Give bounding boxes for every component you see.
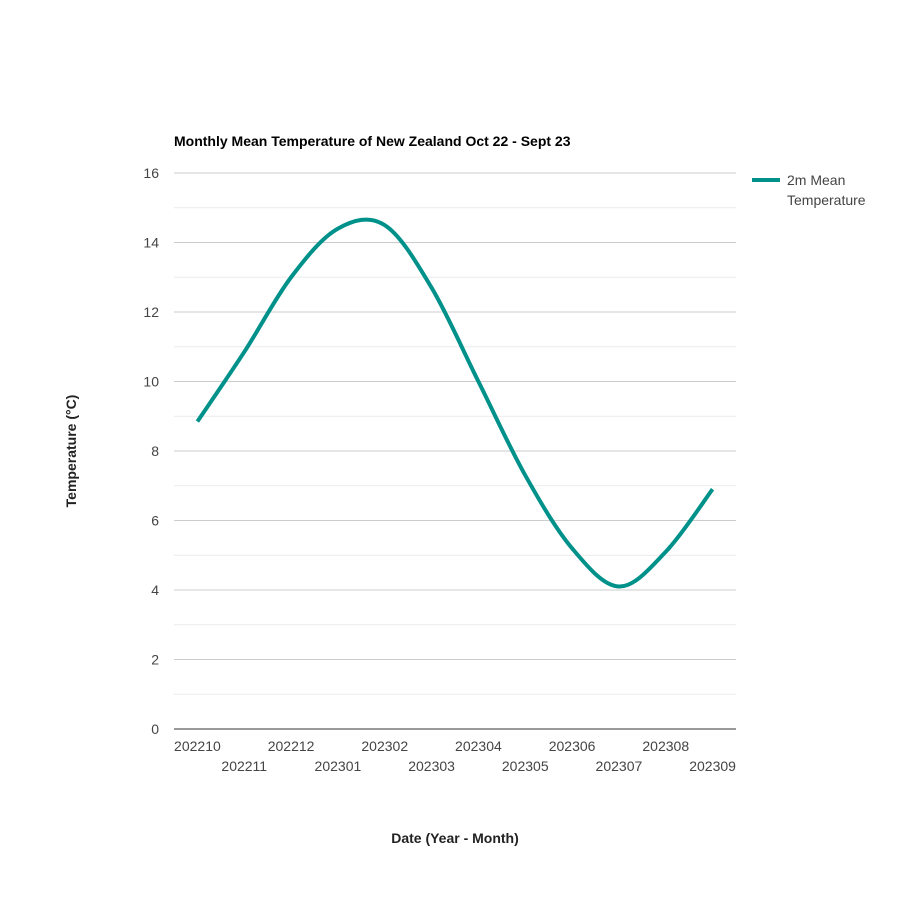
y-tick-label: 14: [143, 235, 159, 251]
y-tick-label: 2: [151, 652, 159, 668]
y-tick-label: 10: [143, 374, 159, 390]
y-tick-label: 12: [143, 304, 159, 320]
series-line[interactable]: [195, 217, 715, 589]
chart-title: Monthly Mean Temperature of New Zealand …: [174, 133, 571, 149]
y-tick-label: 8: [151, 443, 159, 459]
y-tick-label: 0: [151, 721, 159, 737]
x-tick-label: 202302: [361, 738, 408, 754]
x-tick-label: 202212: [268, 738, 315, 754]
x-tick-label: 202304: [455, 738, 502, 754]
x-axis-ticks: 2022102022112022122023012023022023032023…: [174, 738, 736, 774]
x-tick-label: 202306: [549, 738, 596, 754]
legend-label: 2m Mean Temperature: [787, 172, 866, 208]
series-group: [195, 217, 715, 589]
y-axis-title: Temperature (°C): [63, 395, 79, 508]
x-tick-label: 202301: [315, 758, 362, 774]
gridlines: [174, 172, 736, 695]
x-tick-label: 202211: [221, 758, 267, 774]
legend[interactable]: 2m Mean Temperature: [752, 172, 866, 208]
y-axis-ticks: 0 2 4 6 8 10 12 14 16: [143, 165, 159, 737]
y-tick-label: 6: [151, 513, 159, 529]
x-tick-label: 202307: [596, 758, 643, 774]
x-tick-label: 202305: [502, 758, 549, 774]
x-tick-label: 202308: [642, 738, 689, 754]
x-axis-title: Date (Year - Month): [391, 830, 519, 846]
y-tick-label: 4: [151, 582, 159, 598]
x-tick-label: 202303: [408, 758, 455, 774]
legend-label-line: Temperature: [787, 192, 866, 208]
legend-label-line: 2m Mean: [787, 172, 845, 188]
x-tick-label: 202210: [174, 738, 221, 754]
y-tick-label: 16: [143, 165, 159, 181]
x-tick-label: 202309: [689, 758, 736, 774]
